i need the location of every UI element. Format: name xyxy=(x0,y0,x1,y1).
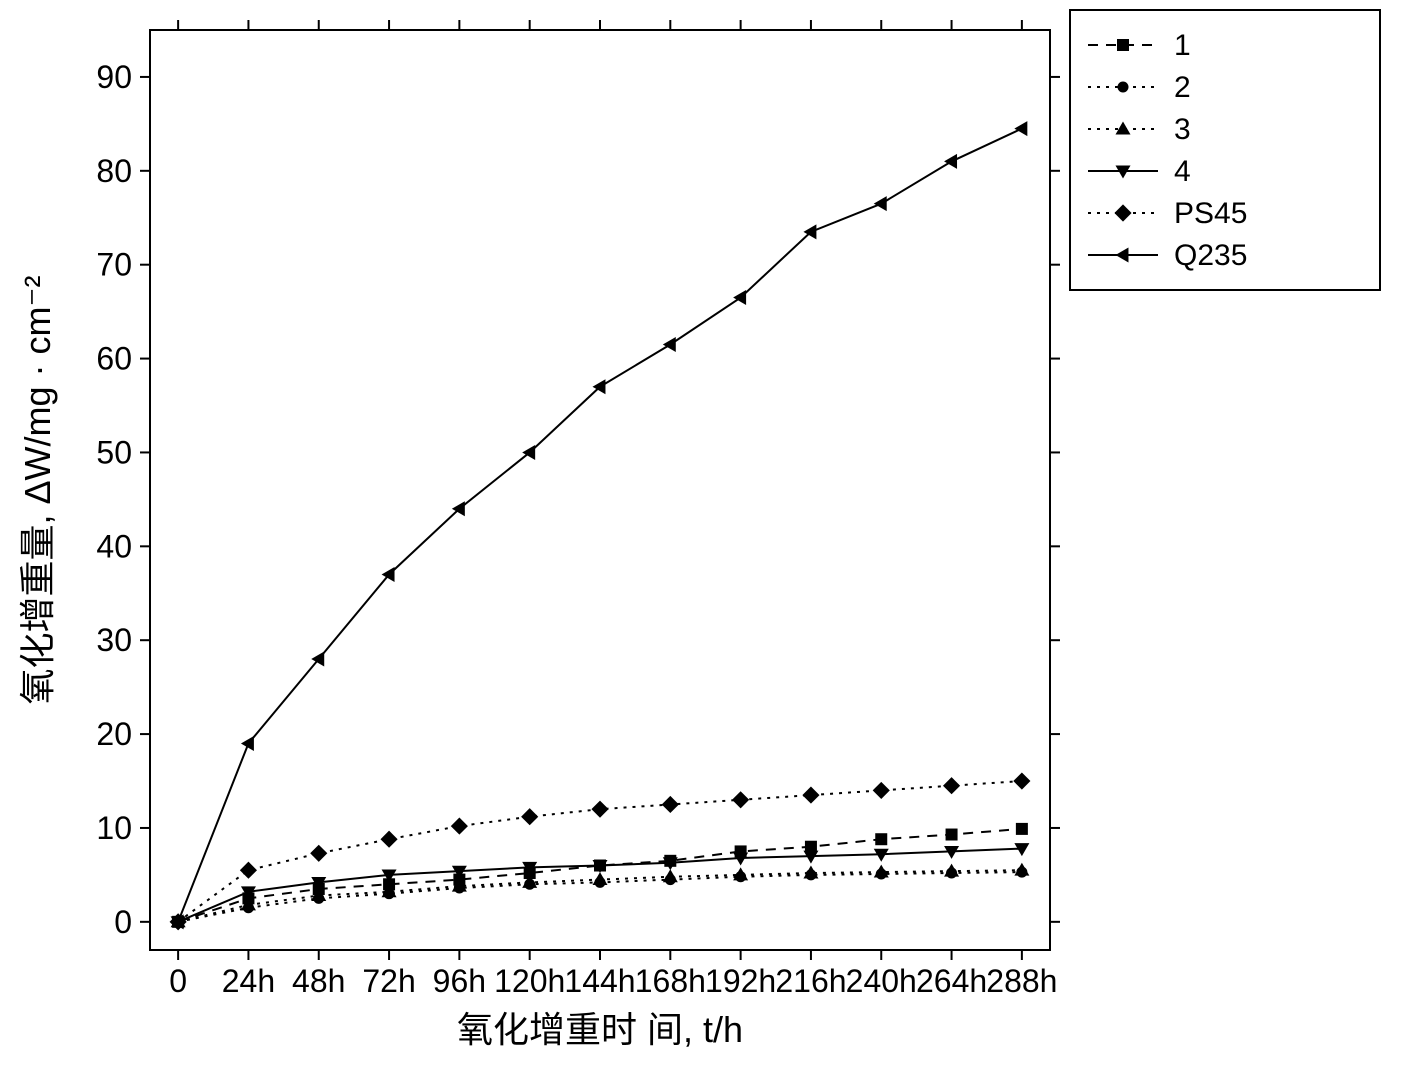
y-tick-label: 70 xyxy=(96,247,132,283)
x-tick-label: 264h xyxy=(916,963,987,999)
legend: 1 2 3 4 PS45 Q235 xyxy=(1070,10,1380,290)
y-tick-label: 90 xyxy=(96,59,132,95)
x-tick-label: 144h xyxy=(564,963,635,999)
x-tick-label: 96h xyxy=(433,963,486,999)
marker-diamond xyxy=(943,777,960,794)
x-tick-label: 72h xyxy=(362,963,415,999)
marker-triangle-up xyxy=(733,867,748,880)
marker-diamond xyxy=(732,791,749,808)
marker-square xyxy=(946,829,958,841)
marker-square xyxy=(1016,823,1028,835)
marker-diamond xyxy=(802,787,819,804)
marker-diamond xyxy=(310,845,327,862)
marker-diamond xyxy=(1013,772,1030,789)
y-tick-label: 0 xyxy=(114,904,132,940)
marker-diamond xyxy=(873,782,890,799)
y-tick-label: 40 xyxy=(96,528,132,564)
y-tick-label: 60 xyxy=(96,341,132,377)
x-tick-label: 0 xyxy=(169,963,187,999)
marker-diamond xyxy=(662,796,679,813)
marker-triangle-up xyxy=(1014,863,1029,876)
marker-diamond xyxy=(591,801,608,818)
x-tick-label: 24h xyxy=(222,963,275,999)
legend-label: 3 xyxy=(1174,113,1191,146)
y-tick-label: 80 xyxy=(96,153,132,189)
y-tick-label: 30 xyxy=(96,622,132,658)
y-tick-label: 20 xyxy=(96,716,132,752)
x-axis-label: 氧化增重时 间, t/h xyxy=(457,1009,743,1050)
marker-triangle-left xyxy=(733,290,746,305)
marker-triangle-left xyxy=(874,196,887,211)
legend-label: 4 xyxy=(1174,155,1191,188)
marker-triangle-up xyxy=(944,864,959,877)
marker-triangle-left xyxy=(663,337,676,352)
x-tick-label: 168h xyxy=(635,963,706,999)
y-tick-label: 50 xyxy=(96,434,132,470)
legend-label: Q235 xyxy=(1174,239,1247,272)
marker-triangle-left xyxy=(1014,121,1027,136)
marker-triangle-left xyxy=(944,154,957,169)
x-tick-label: 240h xyxy=(846,963,917,999)
chart-container: 0 10 20 30 40 50 60 70 80 90 0 24h 48h 72h 96h120h144h… xyxy=(0,0,1401,1074)
y-tick-label: 10 xyxy=(96,810,132,846)
chart-svg: 0 10 20 30 40 50 60 70 80 90 0 24h 48h 72h 96h120h144h… xyxy=(0,0,1401,1074)
marker-square xyxy=(875,833,887,845)
marker-diamond xyxy=(451,818,468,835)
marker-square xyxy=(1117,39,1129,51)
marker-diamond xyxy=(240,862,257,879)
legend-label: PS45 xyxy=(1174,197,1247,230)
marker-triangle-up xyxy=(663,869,678,882)
x-tick-label: 216h xyxy=(775,963,846,999)
marker-triangle-up xyxy=(593,872,608,885)
marker-circle xyxy=(1118,82,1129,93)
x-tick-label: 288h xyxy=(986,963,1057,999)
x-tick-label: 120h xyxy=(494,963,565,999)
marker-diamond xyxy=(521,808,538,825)
x-tick-label: 48h xyxy=(292,963,345,999)
series-PS45 xyxy=(170,772,1031,930)
legend-label: 1 xyxy=(1174,29,1191,62)
legend-label: 2 xyxy=(1174,71,1191,104)
x-tick-label: 192h xyxy=(705,963,776,999)
y-axis-label: 氧化增重量, ΔW/mg · cm⁻² xyxy=(17,275,58,704)
marker-diamond xyxy=(380,831,397,848)
